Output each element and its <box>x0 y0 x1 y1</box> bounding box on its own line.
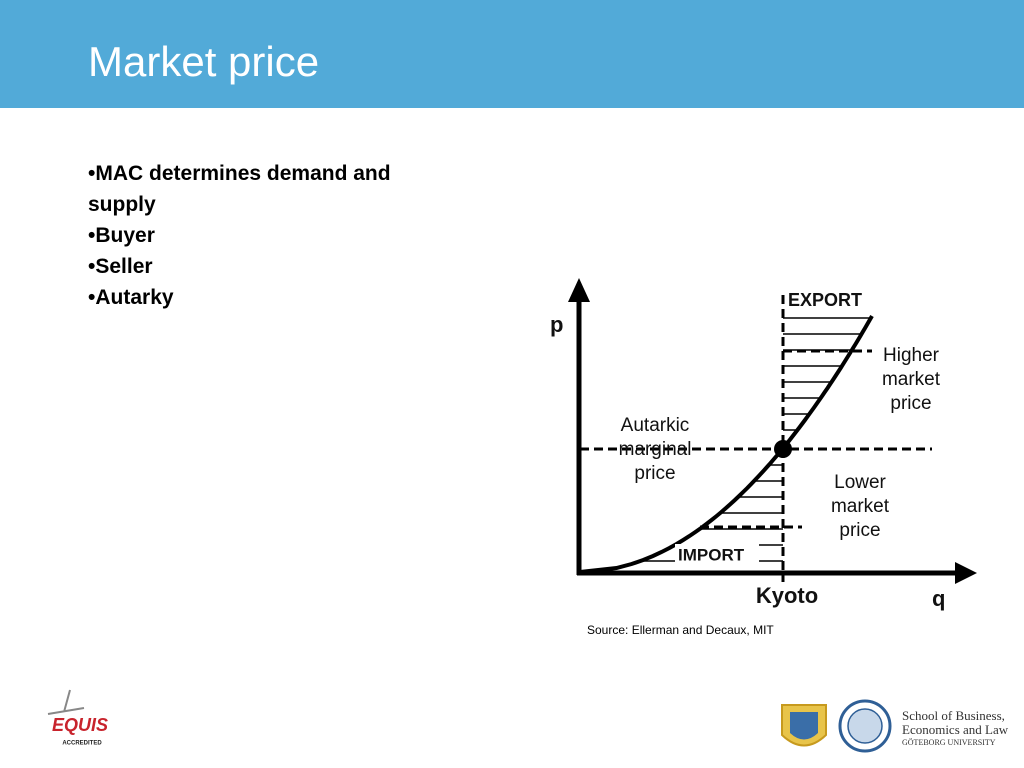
equilibrium-point <box>774 440 792 458</box>
logo-text: EQUIS <box>52 715 108 735</box>
price-label: price <box>634 463 675 484</box>
header-bar: Market price <box>0 0 1024 108</box>
bullet: •MAC determines demand and supply <box>88 162 391 216</box>
logo-text: ACCREDITED <box>62 741 102 747</box>
price-label: marginal <box>619 439 692 460</box>
price-label: market <box>831 496 890 517</box>
bullet: •Buyer <box>88 224 155 247</box>
logo-text: Economics and Law <box>902 722 1009 737</box>
source-note: Source: Ellerman and Decaux, MIT <box>587 623 774 637</box>
bullet-list: •MAC determines demand and supply •Buyer… <box>88 158 418 313</box>
label-bg <box>675 544 759 568</box>
price-label: Higher <box>883 345 940 366</box>
import-label: IMPORT <box>678 545 745 564</box>
equis-logo: EQUIS ACCREDITED <box>42 688 118 750</box>
logo-text: GÖTEBORG UNIVERSITY <box>902 738 996 747</box>
price-label: price <box>890 393 931 414</box>
axis-label: q <box>932 586 945 611</box>
price-label: Lower <box>834 472 886 493</box>
school-logo: School of Business, Economics and Law GÖ… <box>781 699 1009 753</box>
price-label: price <box>839 520 880 541</box>
axis-label: p <box>550 312 563 337</box>
bullet: •Seller <box>88 255 153 278</box>
kyoto-label: Kyoto <box>756 583 818 608</box>
slide-title: Market price <box>88 38 320 85</box>
price-label: Autarkic <box>621 415 690 436</box>
export-label: EXPORT <box>788 290 862 310</box>
logo-text: School of Business, <box>902 708 1005 723</box>
arrow <box>955 562 977 584</box>
price-label: market <box>882 369 941 390</box>
arrow <box>568 278 590 302</box>
bullet: •Autarky <box>88 286 174 309</box>
